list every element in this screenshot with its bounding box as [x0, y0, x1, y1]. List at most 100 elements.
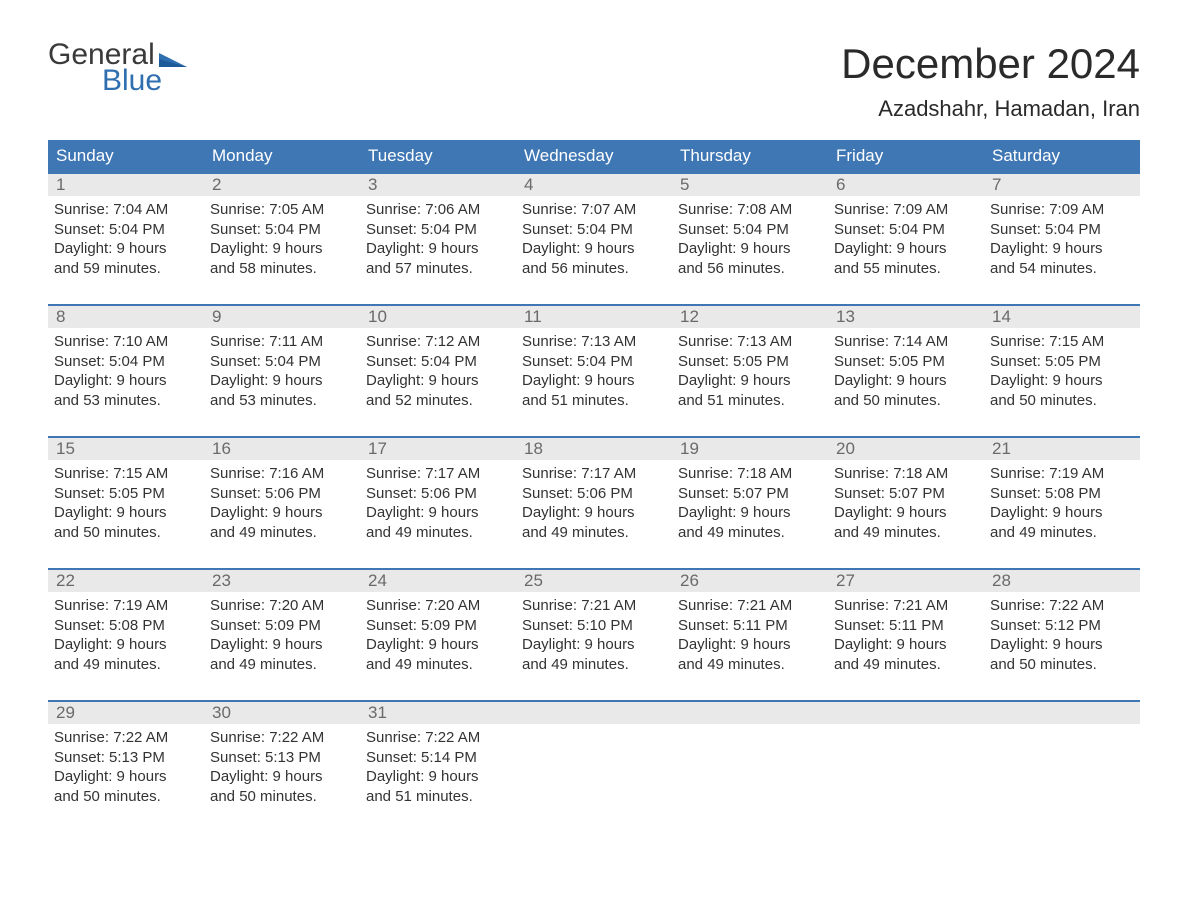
sunrise-line: Sunrise: 7:17 AM [366, 464, 510, 484]
weekday-header-row: SundayMondayTuesdayWednesdayThursdayFrid… [48, 140, 1140, 172]
daylight-line-2: and 50 minutes. [54, 523, 198, 543]
day-number: 5 [680, 175, 689, 194]
day-number: 22 [56, 571, 75, 590]
weekday-header-cell: Saturday [984, 140, 1140, 172]
sunrise-line: Sunrise: 7:16 AM [210, 464, 354, 484]
daylight-line-2: and 51 minutes. [366, 787, 510, 807]
day-cell: 18Sunrise: 7:17 AMSunset: 5:06 PMDayligh… [516, 438, 672, 548]
sunrise-line: Sunrise: 7:18 AM [678, 464, 822, 484]
daylight-line-1: Daylight: 9 hours [54, 767, 198, 787]
day-number: 16 [212, 439, 231, 458]
sunrise-line: Sunrise: 7:09 AM [990, 200, 1134, 220]
sunrise-line: Sunrise: 7:22 AM [366, 728, 510, 748]
day-cell [828, 702, 984, 812]
daylight-line-2: and 49 minutes. [834, 523, 978, 543]
day-cell: 9Sunrise: 7:11 AMSunset: 5:04 PMDaylight… [204, 306, 360, 416]
daylight-line-2: and 57 minutes. [366, 259, 510, 279]
daylight-line-2: and 51 minutes. [522, 391, 666, 411]
daylight-line-2: and 49 minutes. [678, 523, 822, 543]
day-number: 25 [524, 571, 543, 590]
sunset-line: Sunset: 5:13 PM [54, 748, 198, 768]
sunset-line: Sunset: 5:09 PM [210, 616, 354, 636]
sunrise-line: Sunrise: 7:10 AM [54, 332, 198, 352]
day-number-band [984, 702, 1140, 724]
day-cell: 28Sunrise: 7:22 AMSunset: 5:12 PMDayligh… [984, 570, 1140, 680]
daylight-line-1: Daylight: 9 hours [990, 239, 1134, 259]
day-number-band: 26 [672, 570, 828, 592]
day-number-band: 24 [360, 570, 516, 592]
day-number-band: 25 [516, 570, 672, 592]
sunrise-line: Sunrise: 7:22 AM [210, 728, 354, 748]
day-cell: 7Sunrise: 7:09 AMSunset: 5:04 PMDaylight… [984, 174, 1140, 284]
sunrise-line: Sunrise: 7:22 AM [54, 728, 198, 748]
day-cell: 19Sunrise: 7:18 AMSunset: 5:07 PMDayligh… [672, 438, 828, 548]
sunset-line: Sunset: 5:08 PM [54, 616, 198, 636]
day-cell: 13Sunrise: 7:14 AMSunset: 5:05 PMDayligh… [828, 306, 984, 416]
day-number: 30 [212, 703, 231, 722]
daylight-line-2: and 50 minutes. [834, 391, 978, 411]
header: General Blue December 2024 Azadshahr, Ha… [48, 40, 1140, 122]
day-cell: 12Sunrise: 7:13 AMSunset: 5:05 PMDayligh… [672, 306, 828, 416]
sunset-line: Sunset: 5:09 PM [366, 616, 510, 636]
sunrise-line: Sunrise: 7:18 AM [834, 464, 978, 484]
day-number: 11 [524, 307, 542, 326]
sunrise-line: Sunrise: 7:13 AM [678, 332, 822, 352]
daylight-line-2: and 49 minutes. [522, 655, 666, 675]
day-cell: 15Sunrise: 7:15 AMSunset: 5:05 PMDayligh… [48, 438, 204, 548]
day-number-band: 20 [828, 438, 984, 460]
daylight-line-1: Daylight: 9 hours [210, 767, 354, 787]
daylight-line-1: Daylight: 9 hours [678, 635, 822, 655]
day-cell: 14Sunrise: 7:15 AMSunset: 5:05 PMDayligh… [984, 306, 1140, 416]
sunrise-line: Sunrise: 7:21 AM [834, 596, 978, 616]
sunset-line: Sunset: 5:04 PM [678, 220, 822, 240]
sunrise-line: Sunrise: 7:20 AM [210, 596, 354, 616]
sunrise-line: Sunrise: 7:17 AM [522, 464, 666, 484]
daylight-line-2: and 55 minutes. [834, 259, 978, 279]
day-number: 2 [212, 175, 221, 194]
sunset-line: Sunset: 5:07 PM [678, 484, 822, 504]
daylight-line-2: and 59 minutes. [54, 259, 198, 279]
sunrise-line: Sunrise: 7:05 AM [210, 200, 354, 220]
daylight-line-2: and 50 minutes. [54, 787, 198, 807]
day-number: 13 [836, 307, 855, 326]
day-number-band [516, 702, 672, 724]
daylight-line-2: and 49 minutes. [210, 523, 354, 543]
day-number-band: 23 [204, 570, 360, 592]
sunrise-line: Sunrise: 7:08 AM [678, 200, 822, 220]
daylight-line-1: Daylight: 9 hours [366, 635, 510, 655]
sunset-line: Sunset: 5:04 PM [522, 352, 666, 372]
sunset-line: Sunset: 5:06 PM [522, 484, 666, 504]
daylight-line-2: and 49 minutes. [366, 523, 510, 543]
daylight-line-2: and 49 minutes. [54, 655, 198, 675]
sunrise-line: Sunrise: 7:21 AM [678, 596, 822, 616]
sunset-line: Sunset: 5:11 PM [834, 616, 978, 636]
day-number: 14 [992, 307, 1011, 326]
day-number-band: 28 [984, 570, 1140, 592]
day-cell: 22Sunrise: 7:19 AMSunset: 5:08 PMDayligh… [48, 570, 204, 680]
daylight-line-1: Daylight: 9 hours [678, 503, 822, 523]
sunset-line: Sunset: 5:04 PM [210, 220, 354, 240]
sunset-line: Sunset: 5:04 PM [210, 352, 354, 372]
daylight-line-1: Daylight: 9 hours [522, 371, 666, 391]
day-cell: 4Sunrise: 7:07 AMSunset: 5:04 PMDaylight… [516, 174, 672, 284]
daylight-line-2: and 50 minutes. [990, 655, 1134, 675]
day-number: 27 [836, 571, 855, 590]
day-number [680, 703, 685, 722]
week-row: 8Sunrise: 7:10 AMSunset: 5:04 PMDaylight… [48, 304, 1140, 416]
day-number: 8 [56, 307, 65, 326]
sunset-line: Sunset: 5:04 PM [366, 352, 510, 372]
day-number: 10 [368, 307, 387, 326]
day-number-band: 10 [360, 306, 516, 328]
day-cell [516, 702, 672, 812]
daylight-line-2: and 51 minutes. [678, 391, 822, 411]
day-number-band: 14 [984, 306, 1140, 328]
daylight-line-2: and 54 minutes. [990, 259, 1134, 279]
flag-icon [159, 50, 187, 70]
sunrise-line: Sunrise: 7:19 AM [54, 596, 198, 616]
daylight-line-1: Daylight: 9 hours [366, 239, 510, 259]
daylight-line-1: Daylight: 9 hours [522, 635, 666, 655]
day-number: 9 [212, 307, 221, 326]
location-subtitle: Azadshahr, Hamadan, Iran [841, 96, 1140, 122]
weekday-header-cell: Monday [204, 140, 360, 172]
sunset-line: Sunset: 5:07 PM [834, 484, 978, 504]
